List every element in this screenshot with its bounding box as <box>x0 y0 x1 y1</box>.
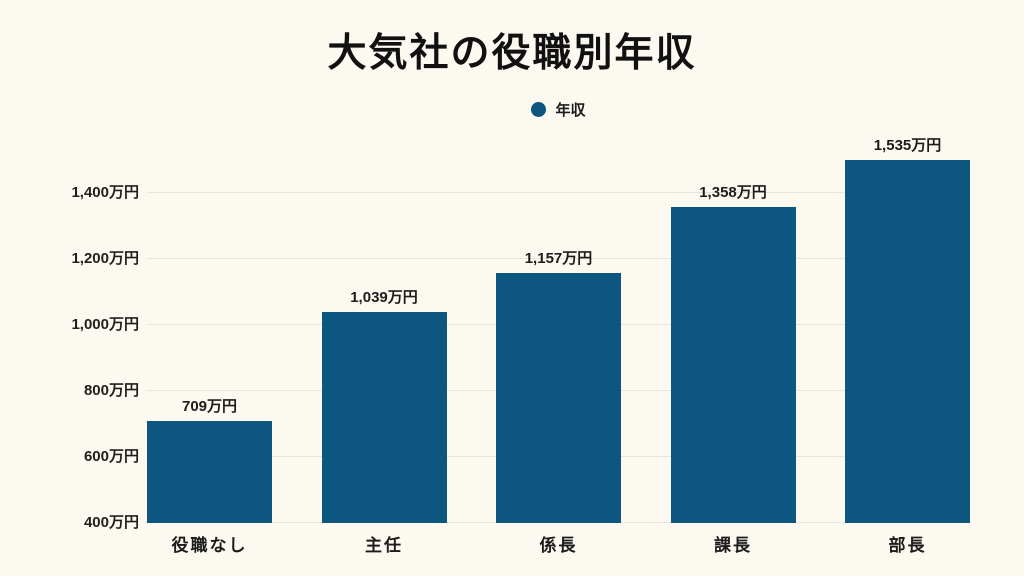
bar <box>321 312 447 523</box>
x-axis: 役職なし 主任 係長 課長 部長 <box>147 531 970 556</box>
bar <box>496 273 621 523</box>
x-axis-label: 役職なし <box>171 536 248 555</box>
chart-title: 大気社の役職別年収 <box>327 32 697 75</box>
y-axis-label: 600万円 <box>83 448 139 465</box>
bar-series: 709万円 1,039万円 1,157万円 1,358万円 1,535万円 <box>147 137 970 523</box>
chart-legend: 年収 <box>147 99 970 120</box>
bar-column: 1,358万円 <box>670 181 796 523</box>
y-axis-label: 1,000万円 <box>71 316 139 333</box>
bar <box>147 421 272 523</box>
x-axis-label: 主任 <box>365 536 403 555</box>
y-axis-label: 400万円 <box>83 514 139 531</box>
y-axis-label: 1,200万円 <box>71 250 139 267</box>
bar-value-label: 1,157万円 <box>524 250 593 268</box>
legend-label: 年収 <box>555 102 586 119</box>
bar-value-label: 1,039万円 <box>350 289 418 307</box>
bar-value-label: 1,358万円 <box>699 183 767 201</box>
x-axis-label: 課長 <box>714 536 752 555</box>
bar-column: 1,039万円 <box>321 286 447 523</box>
gridline <box>147 192 970 193</box>
bar <box>670 206 796 523</box>
bar-value-label: 709万円 <box>181 398 238 416</box>
plot-area: 709万円 1,039万円 1,157万円 1,358万円 1,535万円 <box>147 137 970 523</box>
bar-column: 709万円 <box>147 395 272 523</box>
x-axis-label: 部長 <box>888 536 927 555</box>
legend-circle-icon <box>531 102 547 117</box>
gridline <box>147 258 970 259</box>
bar-column: 1,157万円 <box>496 247 621 523</box>
y-axis-label: 1,400万円 <box>71 184 139 201</box>
bar <box>845 160 970 523</box>
bar-value-label: 1,535万円 <box>873 137 942 154</box>
bar-column: 1,535万円 <box>845 134 970 523</box>
x-axis-label: 係長 <box>539 536 578 555</box>
y-axis-label: 800万円 <box>83 382 139 399</box>
